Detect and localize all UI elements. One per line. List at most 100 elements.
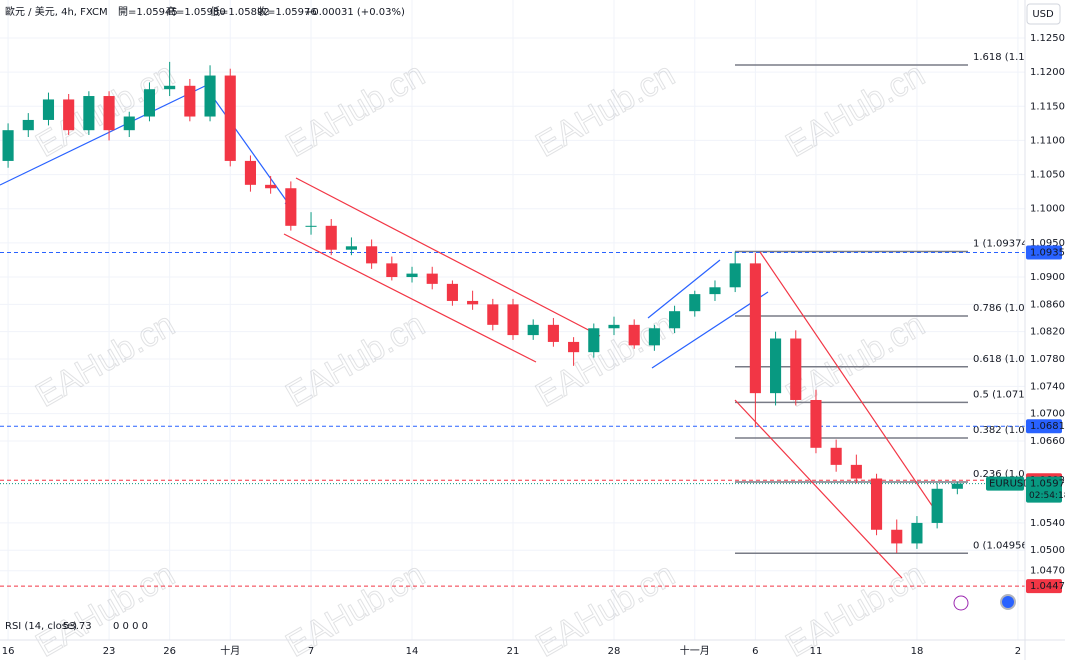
- candle-body: [386, 263, 398, 278]
- candle-body: [345, 246, 357, 250]
- candle-body: [2, 130, 14, 161]
- candle-body: [850, 464, 862, 479]
- indicator-legend: RSI (14, close) 53.73 0 0 0 0: [5, 621, 148, 632]
- last-price-tag: [1026, 476, 1062, 503]
- y-tick-label: 1.10000: [1030, 204, 1065, 215]
- ohlc: 低=1.05892: [210, 5, 270, 18]
- last-price-label: 1.05976: [1030, 479, 1065, 490]
- candle-body: [729, 263, 741, 288]
- candle-body: [426, 273, 438, 284]
- y-tick-label: 1.10500: [1030, 170, 1065, 181]
- candle-body: [446, 283, 458, 301]
- trend-line: [204, 85, 294, 211]
- candle-body: [42, 99, 55, 120]
- candle-body: [770, 338, 782, 394]
- channel-line: [759, 251, 936, 511]
- fib-label: 0.618 (1.0768: [973, 354, 1044, 365]
- candle-body: [911, 522, 923, 544]
- ohlc: 收=1.05976: [257, 5, 317, 18]
- candle-body: [224, 75, 236, 161]
- candle-body: [931, 488, 943, 523]
- fib-label: 0.786 (1.0842: [973, 303, 1044, 314]
- candle-body: [285, 188, 297, 226]
- price-tag-label: 1.04475: [1030, 581, 1065, 592]
- candle-body: [406, 273, 418, 278]
- x-tick-label: 23: [103, 646, 116, 657]
- time-axis: 16 23 26 十月 7 14 21 28 十一月 6 11 18 2: [2, 644, 1021, 657]
- candle-body: [709, 287, 721, 295]
- channel-line: [647, 259, 721, 319]
- y-tick-label: 1.06600: [1030, 436, 1065, 447]
- candle-body: [83, 96, 95, 131]
- price-tag-label: 1.06816: [1030, 421, 1065, 432]
- candle-body: [507, 304, 519, 336]
- candle-body: [689, 294, 701, 312]
- y-tick-label: 1.12500: [1030, 33, 1065, 44]
- x-tick-label: 2: [1015, 646, 1021, 657]
- x-tick-label: 十一月: [680, 644, 710, 657]
- candle-body: [608, 324, 620, 329]
- candle-body: [891, 529, 903, 544]
- candle-body: [487, 304, 499, 325]
- fib-label: 1.618 (1.1210: [973, 52, 1044, 63]
- symbol-tag: [986, 476, 1024, 491]
- countdown: 02:54:18: [1029, 491, 1065, 501]
- y-tick-label: 1.07000: [1030, 409, 1065, 420]
- currency[interactable]: USD: [1032, 9, 1054, 20]
- x-tick-label: 21: [507, 646, 520, 657]
- candle-body: [467, 300, 479, 305]
- candle-body: [366, 246, 378, 264]
- price-tag: [1026, 419, 1062, 434]
- fib-label: 1 (1.09374): [973, 238, 1032, 249]
- y-tick-label: 1.09000: [1030, 272, 1065, 283]
- x-tick-label: 26: [163, 646, 176, 657]
- y-tick-label: 1.11500: [1030, 101, 1065, 112]
- x-tick-label: 11: [810, 646, 823, 657]
- y-tick-label: 1.12000: [1030, 67, 1065, 78]
- candle-body: [648, 328, 660, 346]
- candle-body: [951, 483, 963, 489]
- candle-body: [204, 75, 216, 117]
- x-tick-label: 6: [752, 646, 758, 657]
- price-axis: USD 1.12500 1.12000 1.11500 1.11000 1.10500 1…: [986, 0, 1065, 660]
- fib-label: 0.382 (1.066: [973, 425, 1037, 436]
- y-tick-label: 1.09500: [1030, 238, 1065, 249]
- candle-body: [143, 89, 156, 117]
- candle-body: [244, 160, 256, 185]
- candle-body: [588, 328, 600, 353]
- candle-body: [790, 338, 802, 400]
- trend-line: [0, 85, 206, 186]
- candle-body: [22, 119, 34, 131]
- candle-body: [870, 478, 883, 530]
- y-tick-label: 1.04700: [1030, 566, 1065, 577]
- change: +0.00031 (+0.03%): [304, 7, 405, 18]
- price-tag: [1026, 579, 1062, 594]
- x-tick-label: 14: [406, 646, 419, 657]
- symbol-tag-label: EURUSD: [989, 479, 1031, 490]
- candles: [2, 61, 963, 553]
- x-tick-label: 十月: [220, 644, 240, 657]
- channel-line: [651, 291, 769, 369]
- candle-body: [184, 85, 196, 117]
- candle-body: [830, 447, 842, 465]
- settings-icon[interactable]: [1000, 594, 1016, 610]
- y-tick-label: 1.11000: [1030, 135, 1065, 146]
- candle-body: [669, 311, 681, 329]
- channel-line: [295, 177, 601, 337]
- price-tag-label: 1.09359: [1030, 248, 1065, 259]
- price-tag: [1026, 245, 1062, 260]
- levels: 1.618 (1.1210 1 (1.09374) 0.786 (1.0842 0.6…: [0, 52, 1044, 587]
- currency-box[interactable]: [1026, 3, 1061, 25]
- alert-icon[interactable]: [953, 595, 969, 611]
- candle-body: [810, 399, 822, 448]
- x-tick-label: 16: [2, 646, 15, 657]
- indicator-value: 53.73: [63, 621, 92, 632]
- header: 歐元 / 美元, 4h, FXCM 開=1.05945 高=1.05980 低=…: [5, 5, 405, 18]
- y-tick-label: 1.08200: [1030, 327, 1065, 338]
- candle-body: [547, 324, 559, 342]
- indicator-name: RSI (14, close): [5, 621, 77, 632]
- y-tick-label: 1.07400: [1030, 381, 1065, 392]
- candle-body: [103, 96, 115, 131]
- channel-line: [283, 233, 537, 363]
